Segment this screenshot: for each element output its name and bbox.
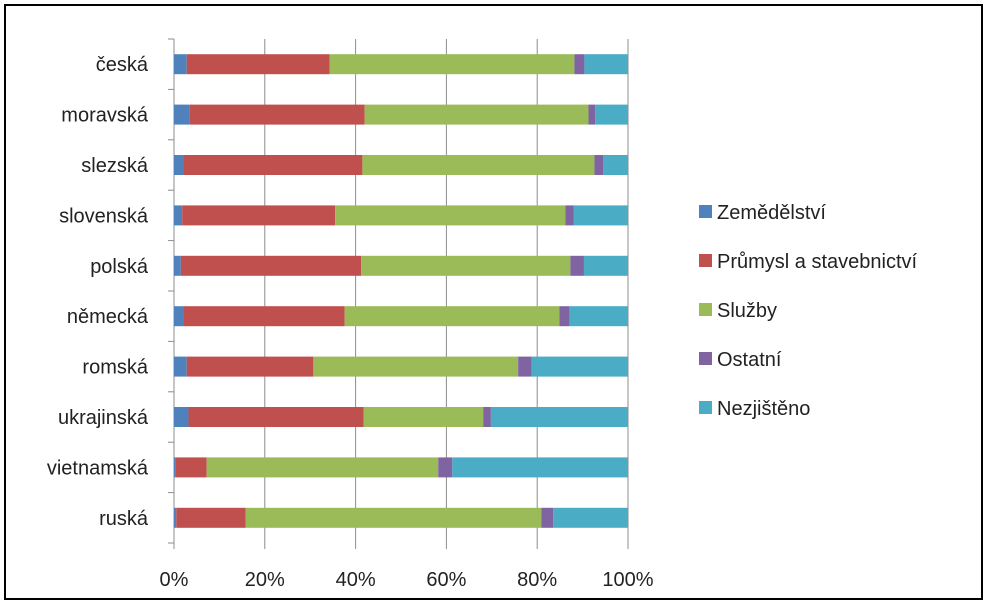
legend-swatch-1 — [699, 254, 712, 267]
bar-4-series-4 — [583, 255, 628, 276]
bar-7-series-1 — [188, 407, 364, 427]
category-label-1: moravská — [61, 105, 149, 127]
bar-5-series-2 — [344, 306, 560, 327]
bar-9-series-1 — [176, 507, 246, 528]
bar-3-series-3 — [565, 205, 574, 226]
bar-7-series-4 — [490, 407, 628, 427]
x-tick-label-4: 80% — [517, 569, 557, 591]
bar-1-series-3 — [588, 104, 596, 125]
bar-7-series-2 — [363, 407, 484, 427]
bar-2-series-2 — [362, 155, 595, 175]
legend-swatch-3 — [699, 352, 712, 365]
bar-1-series-4 — [595, 104, 628, 125]
bar-8-series-0 — [174, 457, 176, 478]
category-label-5: německá — [67, 306, 149, 328]
bar-9-series-0 — [174, 507, 177, 528]
x-tick-label-3: 60% — [426, 569, 466, 591]
category-label-2: slezská — [81, 155, 149, 177]
category-label-9: ruská — [99, 508, 149, 530]
bar-6-series-0 — [174, 356, 187, 377]
bar-4-series-0 — [174, 255, 181, 276]
bar-1-series-0 — [174, 104, 190, 125]
bar-0-series-1 — [186, 54, 330, 75]
x-tick-label-5: 100% — [602, 569, 653, 591]
bar-1-series-1 — [189, 104, 365, 125]
category-label-3: slovenská — [59, 205, 149, 227]
bar-0-series-4 — [584, 54, 628, 75]
bar-8-series-3 — [438, 457, 453, 478]
category-label-6: romská — [82, 357, 148, 379]
bar-2-series-0 — [174, 155, 184, 175]
bar-9-series-4 — [553, 507, 628, 528]
legend-label-2: Služby — [717, 300, 777, 322]
bar-3-series-2 — [335, 205, 566, 226]
bar-0-series-0 — [174, 54, 187, 75]
category-label-8: vietnamská — [47, 457, 149, 479]
category-label-0: česká — [96, 54, 149, 76]
bar-5-series-4 — [569, 306, 628, 327]
bar-6-series-1 — [186, 356, 314, 377]
bar-1-series-2 — [364, 104, 589, 125]
bar-2-series-1 — [183, 155, 363, 175]
bar-8-series-2 — [206, 457, 439, 478]
bar-9-series-3 — [541, 507, 554, 528]
bar-6-series-4 — [531, 356, 628, 377]
bar-4-series-2 — [361, 255, 571, 276]
legend-label-3: Ostatní — [717, 349, 782, 371]
bar-8-series-1 — [175, 457, 207, 478]
bar-0-series-3 — [574, 54, 585, 75]
legend-label-4: Nezjištěno — [717, 398, 810, 420]
bar-9-series-2 — [245, 507, 542, 528]
bar-6-series-3 — [518, 356, 532, 377]
bar-0-series-2 — [329, 54, 575, 75]
legend-label-0: Zemědělství — [717, 202, 826, 224]
bar-3-series-4 — [573, 205, 628, 226]
bar-4-series-1 — [180, 255, 362, 276]
x-tick-label-1: 20% — [245, 569, 285, 591]
legend-swatch-2 — [699, 303, 712, 316]
bar-3-series-0 — [174, 205, 183, 226]
bar-7-series-0 — [174, 407, 189, 427]
bar-2-series-4 — [603, 155, 628, 175]
bar-8-series-4 — [452, 457, 628, 478]
bar-6-series-2 — [313, 356, 519, 377]
bar-5-series-3 — [559, 306, 570, 327]
legend-label-1: Průmysl a stavebnictví — [717, 251, 918, 273]
category-label-4: polská — [90, 256, 149, 278]
bar-4-series-3 — [570, 255, 584, 276]
bar-2-series-3 — [594, 155, 604, 175]
legend-swatch-4 — [699, 401, 712, 414]
category-label-7: ukrajinská — [58, 407, 149, 429]
x-tick-label-0: 0% — [160, 569, 189, 591]
x-tick-label-2: 40% — [336, 569, 376, 591]
legend-swatch-0 — [699, 205, 712, 218]
bar-5-series-1 — [183, 306, 345, 327]
bar-3-series-1 — [182, 205, 336, 226]
chart-frame — [4, 4, 983, 600]
bar-5-series-0 — [174, 306, 184, 327]
bar-7-series-3 — [483, 407, 491, 427]
